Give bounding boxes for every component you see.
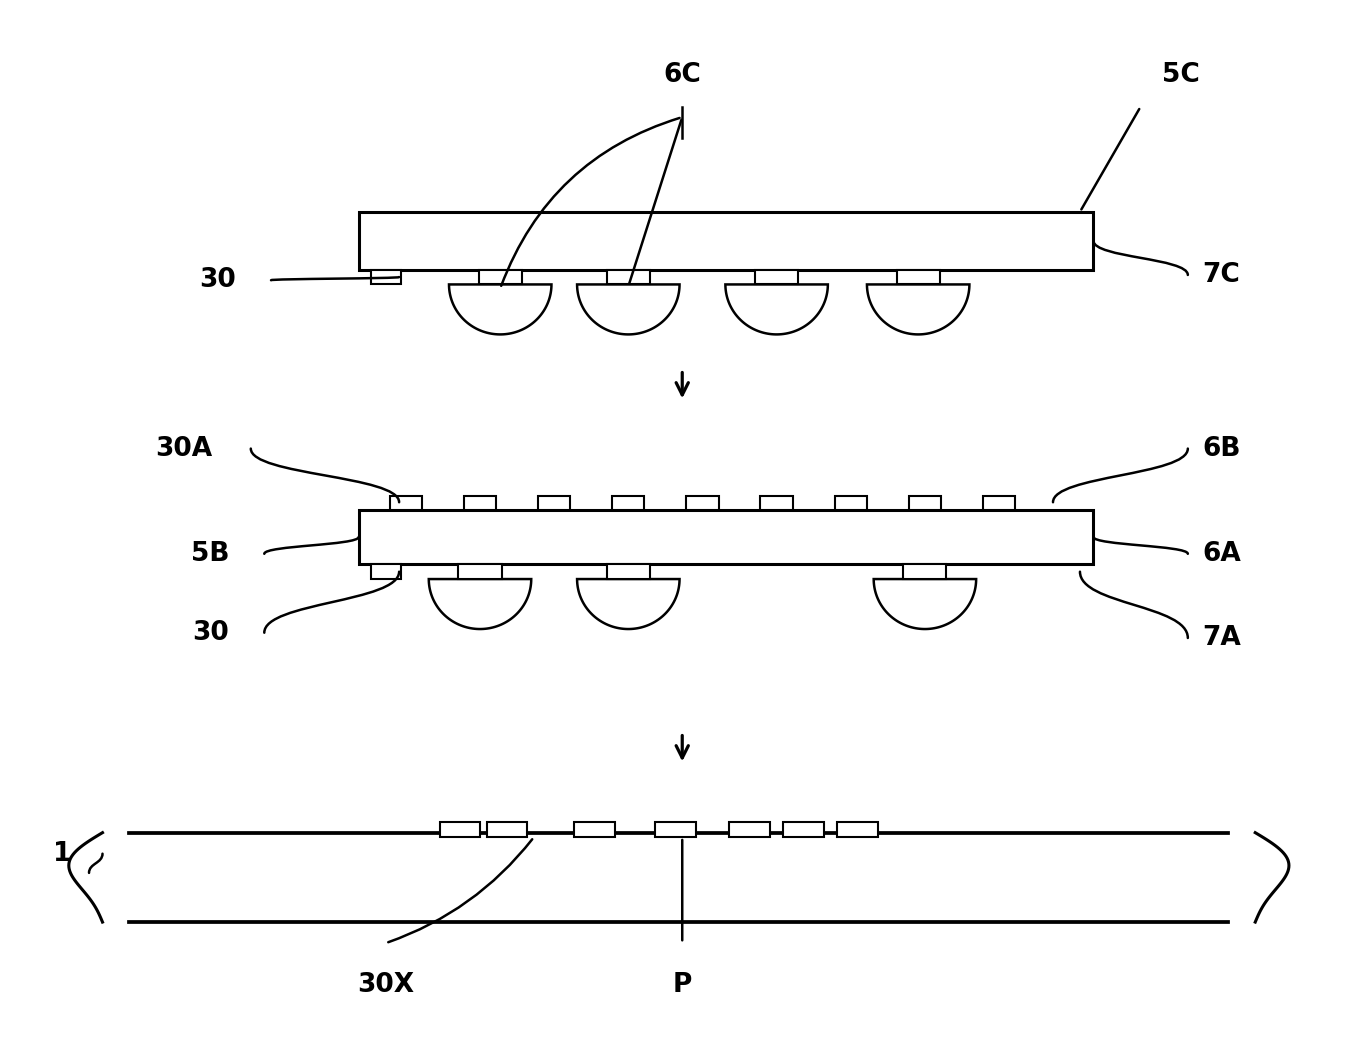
Bar (458, 564, 501, 579)
Bar (130, 832, 1228, 922)
FancyArrowPatch shape (1093, 537, 1188, 554)
Polygon shape (725, 285, 828, 334)
Text: 1: 1 (53, 841, 72, 867)
Text: 6A: 6A (1202, 541, 1242, 567)
FancyArrowPatch shape (1079, 572, 1188, 638)
Bar (463, 496, 496, 510)
Bar (655, 822, 696, 837)
Bar (486, 822, 527, 837)
Bar (370, 270, 401, 285)
Bar (370, 564, 401, 579)
Bar (607, 564, 650, 579)
Polygon shape (867, 285, 970, 334)
Text: 6C: 6C (663, 62, 701, 88)
Bar (755, 270, 798, 285)
Bar (835, 496, 867, 510)
FancyArrowPatch shape (272, 277, 399, 281)
Bar (835, 496, 867, 510)
Polygon shape (874, 579, 977, 629)
Bar (730, 822, 770, 837)
Bar (761, 496, 793, 510)
Bar (909, 496, 942, 510)
Bar (389, 496, 422, 510)
Bar (358, 510, 1093, 564)
FancyArrowPatch shape (251, 448, 399, 502)
Text: 7A: 7A (1202, 625, 1242, 651)
Bar (370, 564, 401, 579)
Polygon shape (577, 285, 680, 334)
Bar (486, 822, 527, 837)
Bar (607, 270, 650, 285)
Bar (389, 496, 422, 510)
Text: 30: 30 (192, 619, 228, 646)
FancyArrowPatch shape (89, 853, 103, 872)
Bar (478, 270, 521, 285)
Text: 5B: 5B (190, 541, 230, 567)
Bar (538, 496, 570, 510)
Bar (984, 496, 1015, 510)
Bar (574, 822, 615, 837)
Bar (730, 822, 770, 837)
Bar (655, 822, 696, 837)
Bar (439, 822, 480, 837)
Text: 7C: 7C (1202, 262, 1240, 288)
Text: 6B: 6B (1202, 436, 1240, 462)
Bar (370, 270, 401, 285)
Text: 30A: 30A (155, 436, 212, 462)
Bar (909, 496, 942, 510)
Bar (686, 496, 719, 510)
FancyArrowPatch shape (265, 572, 399, 633)
Polygon shape (449, 285, 551, 334)
Bar (130, 832, 1228, 922)
Bar (607, 564, 650, 579)
Text: 30: 30 (199, 267, 235, 293)
Bar (612, 496, 644, 510)
Bar (984, 496, 1015, 510)
Bar (574, 822, 615, 837)
Bar (784, 822, 824, 837)
Bar (607, 270, 650, 285)
Bar (838, 822, 878, 837)
Text: P: P (673, 973, 692, 998)
Bar (458, 564, 501, 579)
Polygon shape (428, 579, 531, 629)
Bar (904, 564, 947, 579)
Bar (838, 822, 878, 837)
Bar (755, 270, 798, 285)
Text: 5C: 5C (1162, 62, 1200, 88)
Bar (439, 822, 480, 837)
Text: 30X: 30X (357, 973, 415, 998)
FancyArrowPatch shape (265, 537, 358, 554)
Bar (538, 496, 570, 510)
Bar (686, 496, 719, 510)
Bar (463, 496, 496, 510)
Bar (358, 212, 1093, 270)
Bar (897, 270, 940, 285)
FancyArrowPatch shape (1052, 448, 1188, 502)
Bar (478, 270, 521, 285)
Bar (904, 564, 947, 579)
FancyArrowPatch shape (1093, 241, 1188, 275)
Polygon shape (577, 579, 680, 629)
Bar (897, 270, 940, 285)
Bar (761, 496, 793, 510)
Bar (612, 496, 644, 510)
Bar (784, 822, 824, 837)
